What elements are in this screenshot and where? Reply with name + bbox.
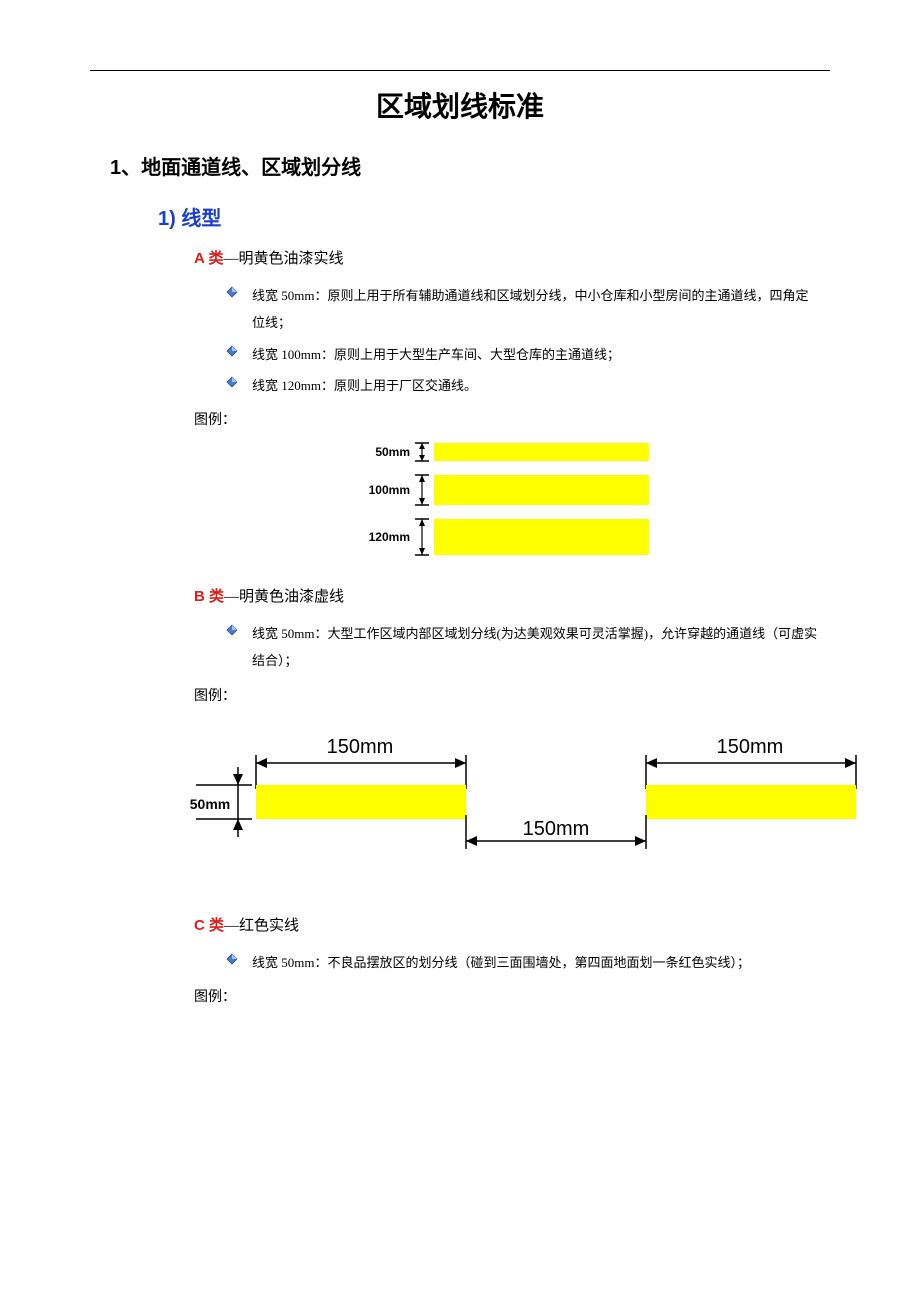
yellow-dash-seg1	[256, 785, 466, 819]
list-item: 线宽 50mm：不良品摆放区的划分线（碰到三面围墙处，第四面地面划一条红色实线）…	[226, 949, 830, 976]
yellow-bar-120	[434, 519, 649, 555]
type-c-suffix: —红色实线	[224, 918, 299, 934]
type-a-legend-label: 图例：	[194, 409, 830, 429]
diagram-a-row-120: 120mm	[350, 517, 830, 557]
list-item: 线宽 100mm：原则上用于大型生产车间、大型仓库的主通道线；	[226, 341, 830, 368]
dim-arrow-v-icon	[414, 517, 430, 557]
dim-label: 150mm	[717, 736, 784, 758]
bullet-icon	[226, 953, 244, 971]
yellow-dash-seg2	[646, 785, 856, 819]
dim-arrow-v-icon	[414, 441, 430, 463]
type-b-suffix: —明黄色油漆虚线	[224, 589, 344, 605]
dim-label: 50mm	[190, 796, 230, 812]
diagram-a: 50mm 100mm 120mm	[350, 441, 830, 557]
type-b-bullets: 线宽 50mm：大型工作区域内部区域划分线(为达美观效果可灵活掌握)，允许穿越的…	[226, 620, 830, 675]
yellow-bar-50	[434, 443, 649, 461]
type-a-bullets: 线宽 50mm：原则上用于所有辅助通道线和区域划分线，中小仓库和小型房间的主通道…	[226, 282, 830, 399]
dim-label: 150mm	[523, 818, 590, 840]
bullet-icon	[226, 345, 244, 363]
type-b-letter: B 类	[194, 588, 224, 605]
type-a-suffix: —明黄色油漆实线	[223, 251, 343, 267]
bullet-icon	[226, 286, 244, 304]
type-b-heading: B 类—明黄色油漆虚线	[194, 585, 830, 606]
bullet-text: 线宽 50mm：原则上用于所有辅助通道线和区域划分线，中小仓库和小型房间的主通道…	[252, 282, 830, 337]
bullet-text: 线宽 50mm：不良品摆放区的划分线（碰到三面围墙处，第四面地面划一条红色实线）…	[252, 949, 830, 976]
type-c-bullets: 线宽 50mm：不良品摆放区的划分线（碰到三面围墙处，第四面地面划一条红色实线）…	[226, 949, 830, 976]
top-rule	[90, 70, 830, 71]
dim-label: 100mm	[350, 483, 410, 497]
dim-label: 150mm	[327, 736, 394, 758]
type-a-letter: A 类	[194, 250, 223, 267]
dim-label: 120mm	[350, 530, 410, 544]
type-c-letter: C 类	[194, 917, 224, 934]
diagram-b-svg: 150mm 150mm 50mm 150mm	[180, 729, 860, 879]
bullet-icon	[226, 624, 244, 642]
type-c-heading: C 类—红色实线	[194, 914, 830, 935]
type-b-legend-label: 图例：	[194, 685, 830, 705]
bullet-text: 线宽 100mm：原则上用于大型生产车间、大型仓库的主通道线；	[252, 341, 830, 368]
type-a-heading: A 类—明黄色油漆实线	[194, 247, 830, 268]
dim-label: 50mm	[350, 445, 410, 459]
bullet-icon	[226, 376, 244, 394]
section-heading-1: 1、地面通道线、区域划分线	[110, 151, 830, 180]
page-title: 区域划线标准	[90, 85, 830, 125]
diagram-b: 150mm 150mm 50mm 150mm	[180, 729, 830, 884]
list-item: 线宽 50mm：原则上用于所有辅助通道线和区域划分线，中小仓库和小型房间的主通道…	[226, 282, 830, 337]
list-item: 线宽 50mm：大型工作区域内部区域划分线(为达美观效果可灵活掌握)，允许穿越的…	[226, 620, 830, 675]
subsection-heading-1-1: 1) 线型	[158, 202, 830, 231]
dim-arrow-v-icon	[414, 473, 430, 507]
list-item: 线宽 120mm：原则上用于厂区交通线。	[226, 372, 830, 399]
subsection-text: 1) 线型	[158, 208, 221, 230]
type-c-legend-label: 图例：	[194, 986, 830, 1006]
bullet-text: 线宽 50mm：大型工作区域内部区域划分线(为达美观效果可灵活掌握)，允许穿越的…	[252, 620, 830, 675]
diagram-a-row-50: 50mm	[350, 441, 830, 463]
yellow-bar-100	[434, 475, 649, 505]
diagram-a-row-100: 100mm	[350, 473, 830, 507]
bullet-text: 线宽 120mm：原则上用于厂区交通线。	[252, 372, 830, 399]
